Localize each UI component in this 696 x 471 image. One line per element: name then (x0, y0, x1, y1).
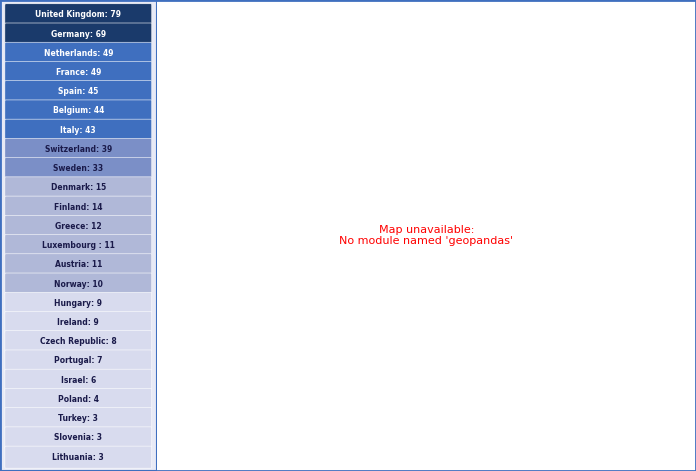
Text: Poland: 4: Poland: 4 (58, 395, 99, 404)
FancyBboxPatch shape (5, 446, 152, 468)
FancyBboxPatch shape (5, 215, 152, 237)
Text: Greece: 12: Greece: 12 (55, 222, 102, 231)
Text: Czech Republic: 8: Czech Republic: 8 (40, 337, 117, 346)
FancyBboxPatch shape (5, 158, 152, 179)
FancyBboxPatch shape (5, 23, 152, 45)
FancyBboxPatch shape (5, 81, 152, 103)
FancyBboxPatch shape (5, 196, 152, 218)
FancyBboxPatch shape (5, 235, 152, 257)
Text: United Kingdom: 79: United Kingdom: 79 (35, 10, 121, 19)
Text: Belgium: 44: Belgium: 44 (53, 106, 104, 115)
Text: Map unavailable:
No module named 'geopandas': Map unavailable: No module named 'geopan… (339, 225, 514, 246)
FancyBboxPatch shape (5, 138, 152, 161)
Text: Slovenia: 3: Slovenia: 3 (54, 433, 102, 442)
FancyBboxPatch shape (5, 369, 152, 391)
FancyBboxPatch shape (5, 427, 152, 449)
Text: Ireland: 9: Ireland: 9 (58, 318, 99, 327)
Text: Israel: 6: Israel: 6 (61, 376, 96, 385)
FancyBboxPatch shape (5, 4, 152, 26)
Text: Finland: 14: Finland: 14 (54, 203, 102, 211)
Text: Portugal: 7: Portugal: 7 (54, 357, 102, 365)
Text: Switzerland: 39: Switzerland: 39 (45, 145, 112, 154)
FancyBboxPatch shape (5, 119, 152, 141)
FancyBboxPatch shape (5, 331, 152, 353)
Text: Turkey: 3: Turkey: 3 (58, 414, 98, 423)
FancyBboxPatch shape (5, 100, 152, 122)
Text: Hungary: 9: Hungary: 9 (54, 299, 102, 308)
FancyBboxPatch shape (5, 311, 152, 333)
FancyBboxPatch shape (5, 350, 152, 372)
FancyBboxPatch shape (5, 292, 152, 314)
FancyBboxPatch shape (5, 42, 152, 65)
Text: Netherlands: 49: Netherlands: 49 (44, 49, 113, 58)
Text: Denmark: 15: Denmark: 15 (51, 183, 106, 192)
FancyBboxPatch shape (5, 407, 152, 430)
FancyBboxPatch shape (5, 62, 152, 83)
Text: Luxembourg : 11: Luxembourg : 11 (42, 241, 115, 250)
Text: Spain: 45: Spain: 45 (58, 87, 99, 96)
FancyBboxPatch shape (5, 273, 152, 295)
FancyBboxPatch shape (5, 389, 152, 410)
Text: Norway: 10: Norway: 10 (54, 280, 103, 289)
Text: Germany: 69: Germany: 69 (51, 30, 106, 39)
Text: France: 49: France: 49 (56, 68, 101, 77)
FancyBboxPatch shape (5, 177, 152, 199)
Text: Lithuania: 3: Lithuania: 3 (52, 453, 104, 462)
FancyBboxPatch shape (5, 254, 152, 276)
Text: Austria: 11: Austria: 11 (54, 260, 102, 269)
Text: Sweden: 33: Sweden: 33 (53, 164, 104, 173)
Text: Italy: 43: Italy: 43 (61, 126, 96, 135)
